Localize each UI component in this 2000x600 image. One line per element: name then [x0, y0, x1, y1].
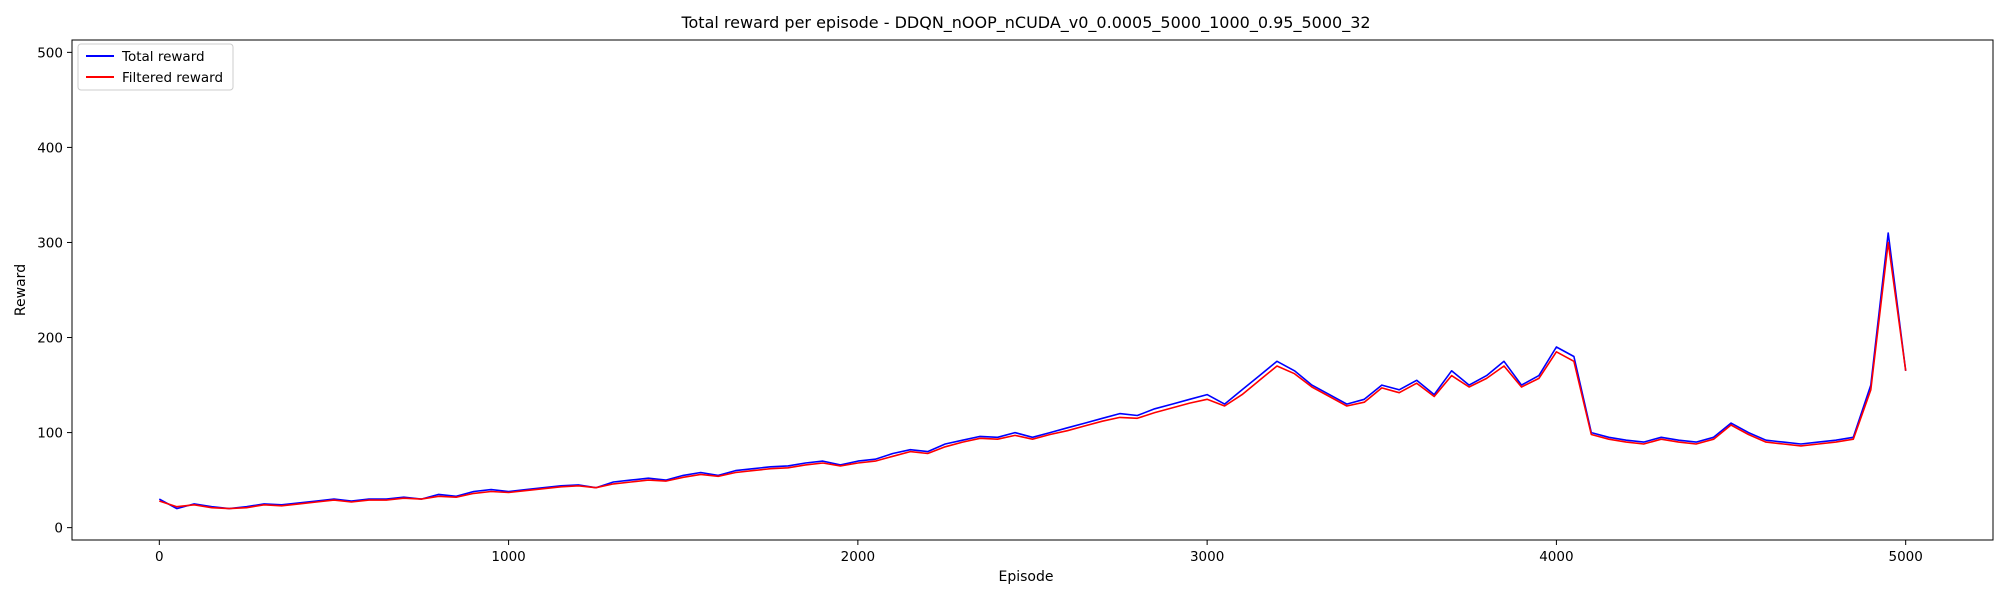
x-tick-label: 3000: [1190, 549, 1224, 565]
axes-frame: [71, 39, 1994, 541]
series-line-filtered-reward: [159, 241, 1907, 510]
plot-area: [158, 232, 1907, 510]
legend-label-filtered-reward: Filtered reward: [122, 70, 223, 86]
x-tick-label: 2000: [841, 549, 875, 565]
series-line-total-reward: [158, 232, 1907, 510]
legend-label-total-reward: Total reward: [121, 49, 205, 65]
y-axis-label: Reward: [13, 264, 29, 316]
y-tick-label: 0: [54, 521, 63, 537]
y-tick-label: 500: [37, 45, 63, 61]
x-axis: 0 1000 2000 3000 4000 5000: [155, 540, 1923, 565]
y-tick-label: 400: [37, 140, 63, 156]
x-tick-label: 1000: [491, 549, 525, 565]
chart-title: Total reward per episode - DDQN_nOOP_nCU…: [680, 13, 1370, 33]
y-axis: 0 100 200 300 400 500: [37, 45, 72, 537]
y-tick-label: 200: [37, 331, 63, 347]
y-tick-label: 100: [37, 426, 63, 442]
x-axis-label: Episode: [999, 569, 1054, 585]
x-tick-label: 5000: [1889, 549, 1923, 565]
legend-box: [77, 43, 234, 91]
x-tick-label: 4000: [1539, 549, 1573, 565]
x-tick-label: 0: [155, 549, 164, 565]
legend: Total reward Filtered reward: [77, 43, 234, 91]
y-tick-label: 300: [37, 235, 63, 251]
